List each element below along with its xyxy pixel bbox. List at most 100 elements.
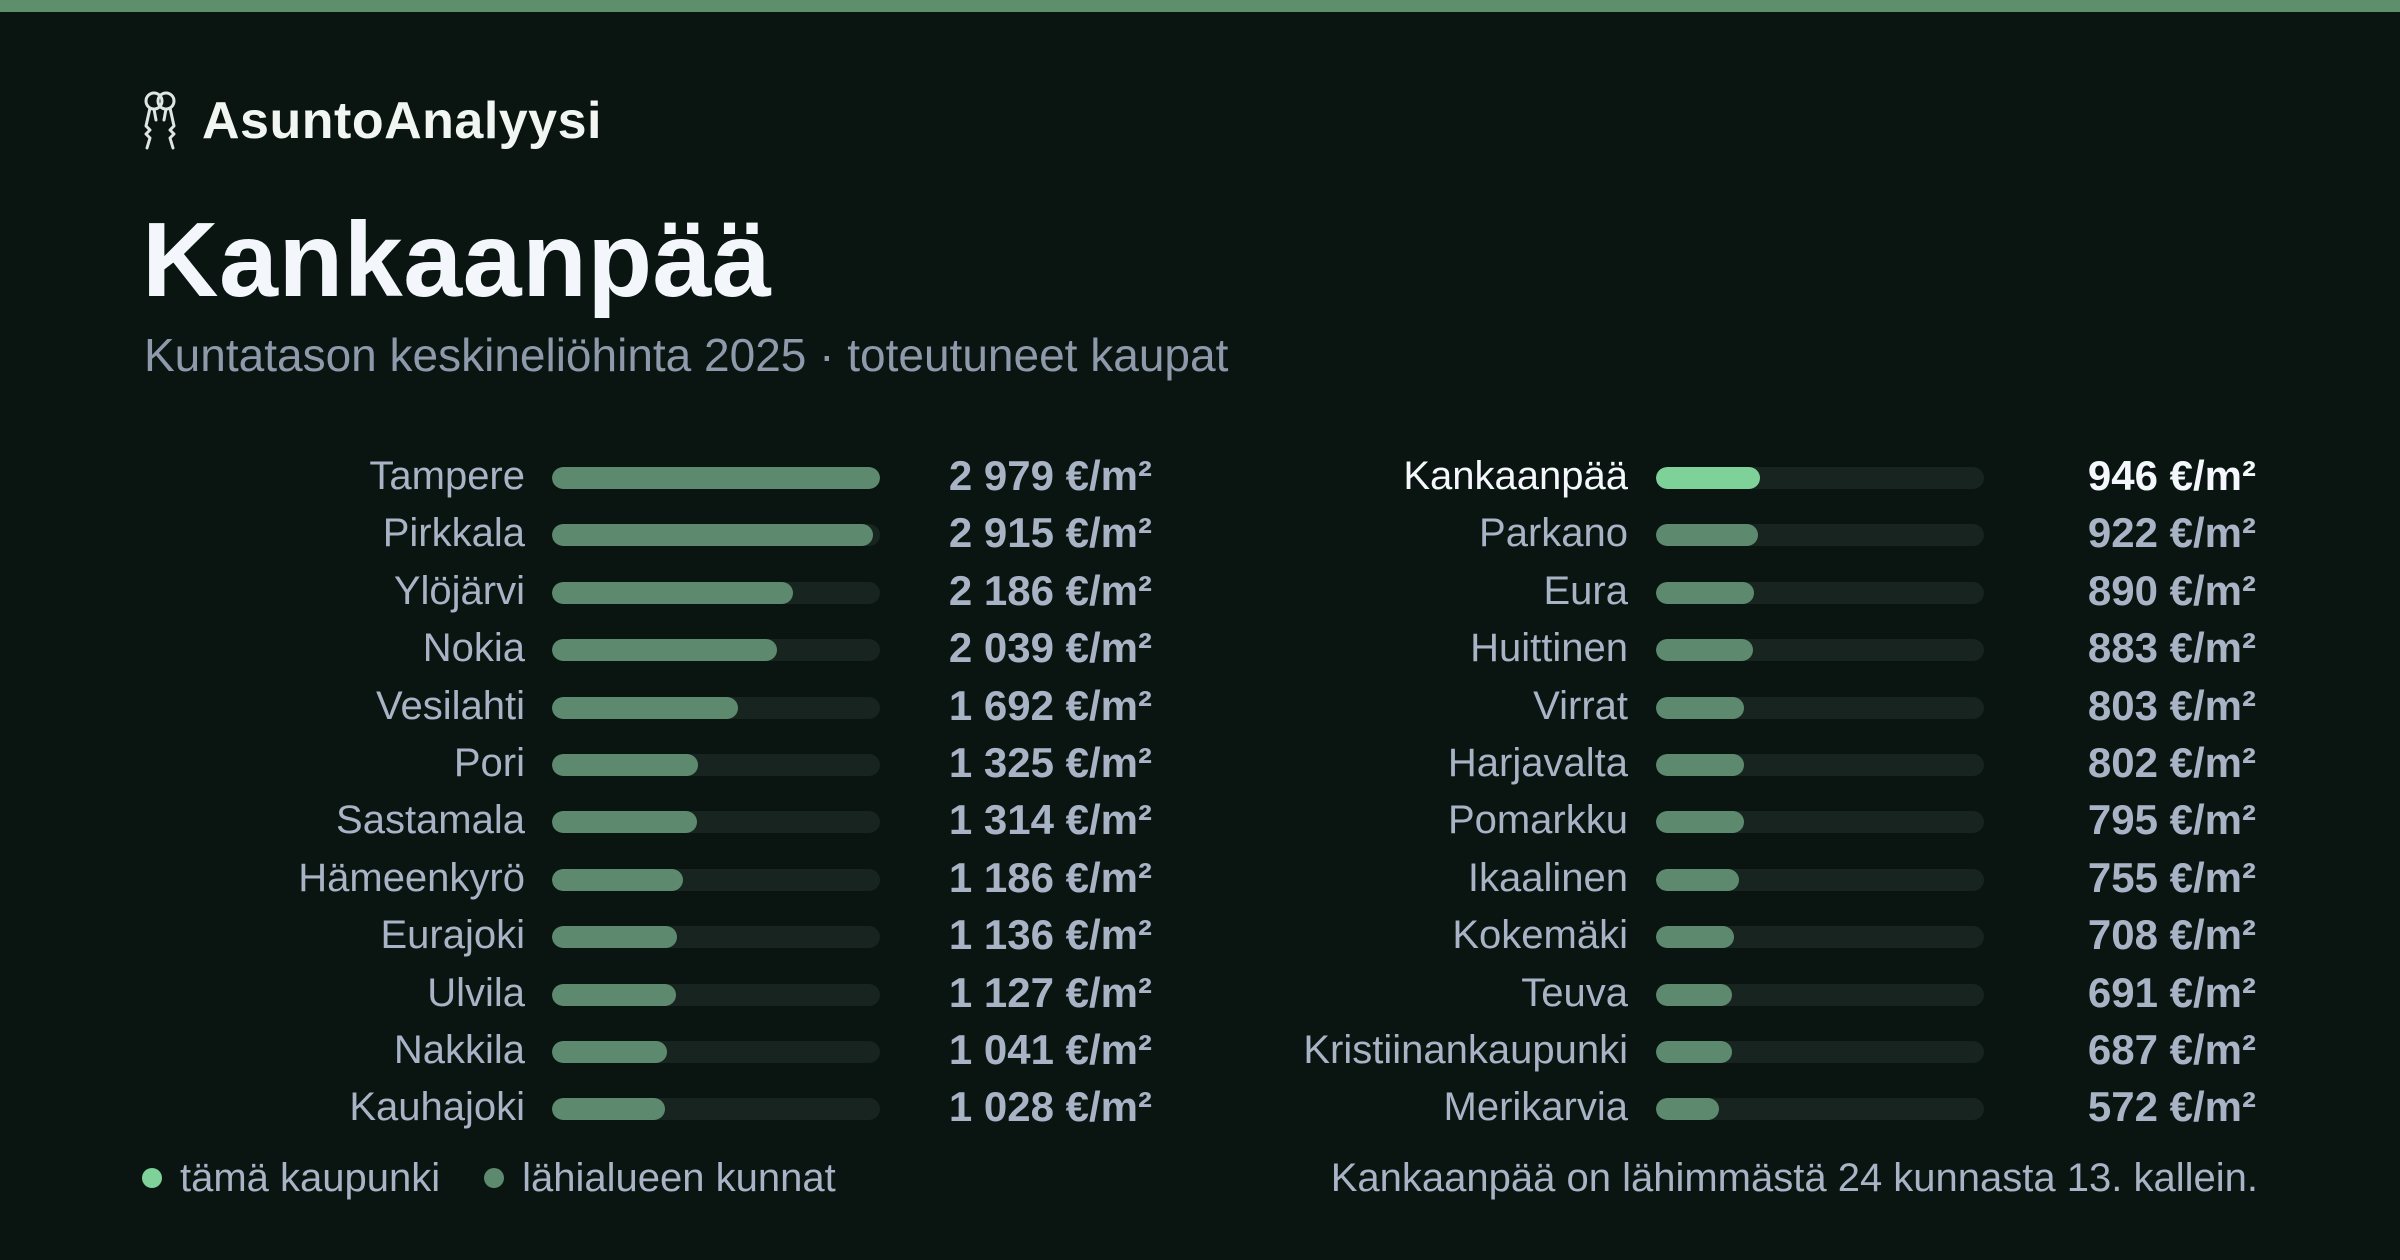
bar xyxy=(1656,811,1744,834)
bar-row: Virrat 803 €/m² xyxy=(0,677,2400,735)
category-label: Ikaalinen xyxy=(1467,855,1628,900)
legend-dot xyxy=(142,1168,162,1188)
category-label: Kokemäki xyxy=(1452,913,1628,958)
bar-row: Nakkila 1 041 €/m² xyxy=(0,1021,2400,1079)
category-label: Nakkila xyxy=(393,1028,525,1072)
brand: AsuntoAnalyysi xyxy=(140,88,602,154)
value-label: 1 028 €/m² xyxy=(948,1083,1152,1131)
category-label: Virrat xyxy=(1533,683,1628,728)
category-label: Huittinen xyxy=(1470,626,1628,671)
bar-track xyxy=(1656,524,1984,547)
bar xyxy=(552,811,697,834)
category-label: Eurajoki xyxy=(380,913,525,958)
bar-row: Harjavalta 802 €/m² xyxy=(0,734,2400,792)
category-label: Eura xyxy=(1543,568,1629,613)
bar-row: Tampere 2 979 €/m² xyxy=(0,447,2400,505)
category-label: Ylöjärvi xyxy=(393,568,525,613)
category-label: Kankaanpää xyxy=(1403,454,1628,498)
page-subtitle: Kuntatason keskineliöhinta 2025 · toteut… xyxy=(144,329,1229,381)
category-label: Harjavalta xyxy=(1447,741,1628,785)
value-label: 890 €/m² xyxy=(2087,566,2256,614)
bar-track xyxy=(1656,467,1984,489)
value-label: 883 €/m² xyxy=(2087,624,2256,672)
value-label: 1 136 €/m² xyxy=(948,911,1152,959)
bar-track xyxy=(552,868,880,891)
bar xyxy=(552,754,698,776)
top-accent-bar xyxy=(0,0,2400,12)
value-label: 1 041 €/m² xyxy=(948,1026,1152,1073)
value-label: 708 €/m² xyxy=(2087,911,2256,959)
bar-row: Ylöjärvi 2 186 €/m² xyxy=(0,562,2400,620)
category-label: Ulvila xyxy=(427,970,525,1015)
bar-track xyxy=(552,754,880,776)
legend-dot xyxy=(484,1168,505,1188)
bar xyxy=(552,581,793,604)
category-label: Kristiinankaupunki xyxy=(1303,1028,1628,1072)
bar-track xyxy=(1656,868,1984,891)
value-label: 795 €/m² xyxy=(2087,796,2256,844)
value-label: 572 €/m² xyxy=(2087,1083,2256,1131)
bar xyxy=(552,983,677,1006)
bar-track xyxy=(1656,639,1984,662)
category-label: Pomarkku xyxy=(1447,798,1628,843)
value-label: 2 915 €/m² xyxy=(948,509,1152,557)
bar-track xyxy=(552,811,880,834)
bar-row: Pirkkala 2 915 €/m² xyxy=(0,504,2400,562)
bar xyxy=(552,1041,667,1063)
bar xyxy=(552,524,873,547)
bar-row: Eurajoki 1 136 €/m² xyxy=(0,906,2400,964)
category-label: Merikarvia xyxy=(1443,1085,1628,1130)
bar-track xyxy=(552,926,880,949)
bar xyxy=(1656,524,1758,547)
category-label: Teuva xyxy=(1521,970,1628,1015)
brand-name: AsuntoAnalyysi xyxy=(202,92,602,150)
bar xyxy=(1656,1041,1732,1063)
bar-track xyxy=(1656,1098,1984,1121)
category-label: Nokia xyxy=(422,626,525,671)
value-label: 1 325 €/m² xyxy=(948,739,1152,786)
bar xyxy=(1656,983,1733,1006)
bar-row: Huittinen 883 €/m² xyxy=(0,619,2400,677)
value-label: 1 314 €/m² xyxy=(948,796,1152,844)
bar xyxy=(552,868,683,891)
legend-item-this-city: tämä kaupunki xyxy=(142,1156,440,1201)
bar xyxy=(1656,754,1745,776)
value-label: 1 127 €/m² xyxy=(948,968,1152,1016)
bar-row: Pomarkku 795 €/m² xyxy=(0,791,2400,849)
bar xyxy=(552,1098,666,1121)
bar-track xyxy=(1656,1041,1984,1063)
bar-row: Sastamala 1 314 €/m² xyxy=(0,791,2400,849)
bar-track xyxy=(1656,926,1984,949)
bar xyxy=(552,696,739,719)
bar xyxy=(1656,467,1761,489)
bar-track xyxy=(552,696,880,719)
category-label: Tampere xyxy=(369,454,525,498)
category-label: Sastamala xyxy=(336,798,525,843)
bar-row: Ikaalinen 755 €/m² xyxy=(0,849,2400,907)
bar-row: Nokia 2 039 €/m² xyxy=(0,619,2400,677)
bar-row: Kokemäki 708 €/m² xyxy=(0,906,2400,964)
category-label: Pori xyxy=(453,741,525,785)
value-label: 922 €/m² xyxy=(2087,509,2256,557)
rank-annotation: Kankaanpää on lähimmästä 24 kunnasta 13.… xyxy=(1330,1156,2258,1200)
bar-row: Merikarvia 572 €/m² xyxy=(0,1078,2400,1136)
bar xyxy=(552,639,777,662)
value-label: 691 €/m² xyxy=(2087,968,2256,1016)
bar-track xyxy=(552,524,880,547)
legend: tämä kaupunki lähialueen kunnat xyxy=(142,1150,880,1206)
legend-item-nearby: lähialueen kunnat xyxy=(484,1156,836,1201)
bar xyxy=(1656,868,1740,891)
bar-track xyxy=(552,1041,880,1063)
bar-row: Teuva 691 €/m² xyxy=(0,964,2400,1022)
legend-label: tämä kaupunki xyxy=(180,1155,441,1200)
value-label: 2 039 €/m² xyxy=(948,624,1152,672)
category-label: Hämeenkyrö xyxy=(298,855,525,900)
bar xyxy=(1656,581,1754,604)
bar xyxy=(552,926,678,949)
bar-track xyxy=(552,639,880,662)
bar-track xyxy=(552,467,880,489)
bar-track xyxy=(1656,581,1984,604)
bar-track xyxy=(1656,811,1984,834)
value-label: 1 692 €/m² xyxy=(948,681,1152,729)
bar-row: Ulvila 1 127 €/m² xyxy=(0,964,2400,1022)
